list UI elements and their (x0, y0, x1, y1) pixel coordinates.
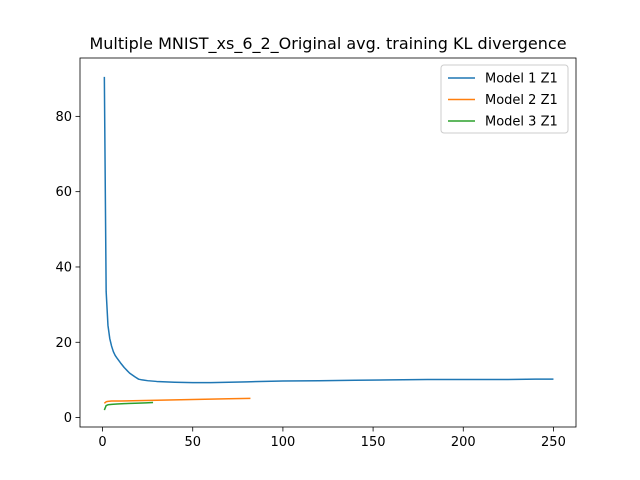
x-tick-label: 150 (361, 435, 386, 450)
legend-label-1: Model 1 Z1 (485, 72, 558, 87)
y-tick-label: 20 (55, 336, 72, 351)
axes: 0 50 100 150 200 250 0 20 40 60 80 (55, 57, 577, 450)
x-tick-label: 0 (98, 435, 106, 450)
legend-label-2: Model 2 Z1 (485, 93, 558, 108)
x-tick-label: 200 (451, 435, 476, 450)
legend-box (440, 64, 569, 134)
x-tick-label: 100 (270, 435, 295, 450)
plot-area (103, 76, 554, 411)
x-tick-label: 50 (184, 435, 201, 450)
series-line-1 (103, 76, 554, 384)
axes-frame (79, 57, 577, 428)
x-tick-label: 250 (541, 435, 566, 450)
chart-title: Multiple MNIST_xs_6_2_Original avg. trai… (89, 34, 566, 54)
series-line-2 (103, 397, 251, 404)
y-tick-label: 0 (64, 411, 72, 426)
legend-label-3: Model 3 Z1 (485, 115, 558, 130)
y-tick-label: 40 (55, 260, 72, 275)
y-tick-label: 60 (55, 185, 72, 200)
y-tick-label: 80 (55, 110, 72, 125)
legend: Model 1 Z1 Model 2 Z1 Model 3 Z1 (440, 64, 569, 134)
series-line-3 (103, 401, 154, 411)
